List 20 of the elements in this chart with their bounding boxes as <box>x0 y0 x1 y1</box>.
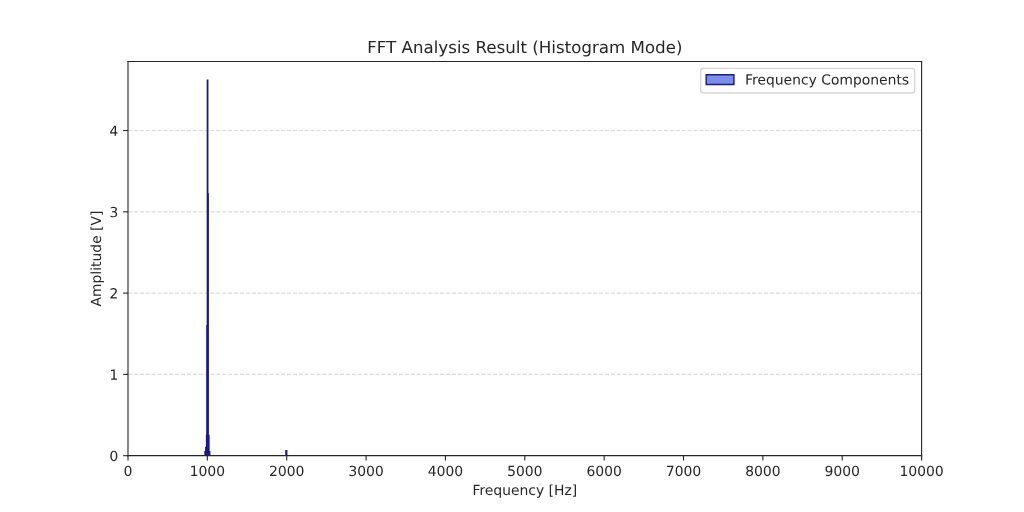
x-tick-label: 5000 <box>508 465 542 477</box>
x-tick-label: 9000 <box>825 465 859 477</box>
y-tick-label: 3 <box>110 206 118 218</box>
x-tick-label: 8000 <box>746 465 780 477</box>
x-tick-label: 0 <box>124 465 132 477</box>
x-tick-label: 7000 <box>666 465 701 477</box>
y-tick-label: 4 <box>110 125 118 136</box>
y-tick-label: 2 <box>110 288 117 299</box>
legend-label: Frequency Components <box>746 74 909 88</box>
chart-title: FFT Analysis Result (Histogram Mode) <box>368 40 682 57</box>
x-tick-label: 10000 <box>901 465 943 477</box>
y-tick-label: 1 <box>110 369 117 380</box>
x-tick-label: 2000 <box>270 465 304 477</box>
y-tick-label: 0 <box>110 450 118 462</box>
x-tick-label: 1000 <box>191 465 225 477</box>
y-axis-title: Amplitude [V] <box>90 211 104 307</box>
x-tick-label: 4000 <box>428 465 463 477</box>
x-axis-title: Frequency [Hz] <box>473 484 576 498</box>
x-tick-label: 3000 <box>349 465 383 477</box>
x-tick-label: 6000 <box>587 465 621 477</box>
